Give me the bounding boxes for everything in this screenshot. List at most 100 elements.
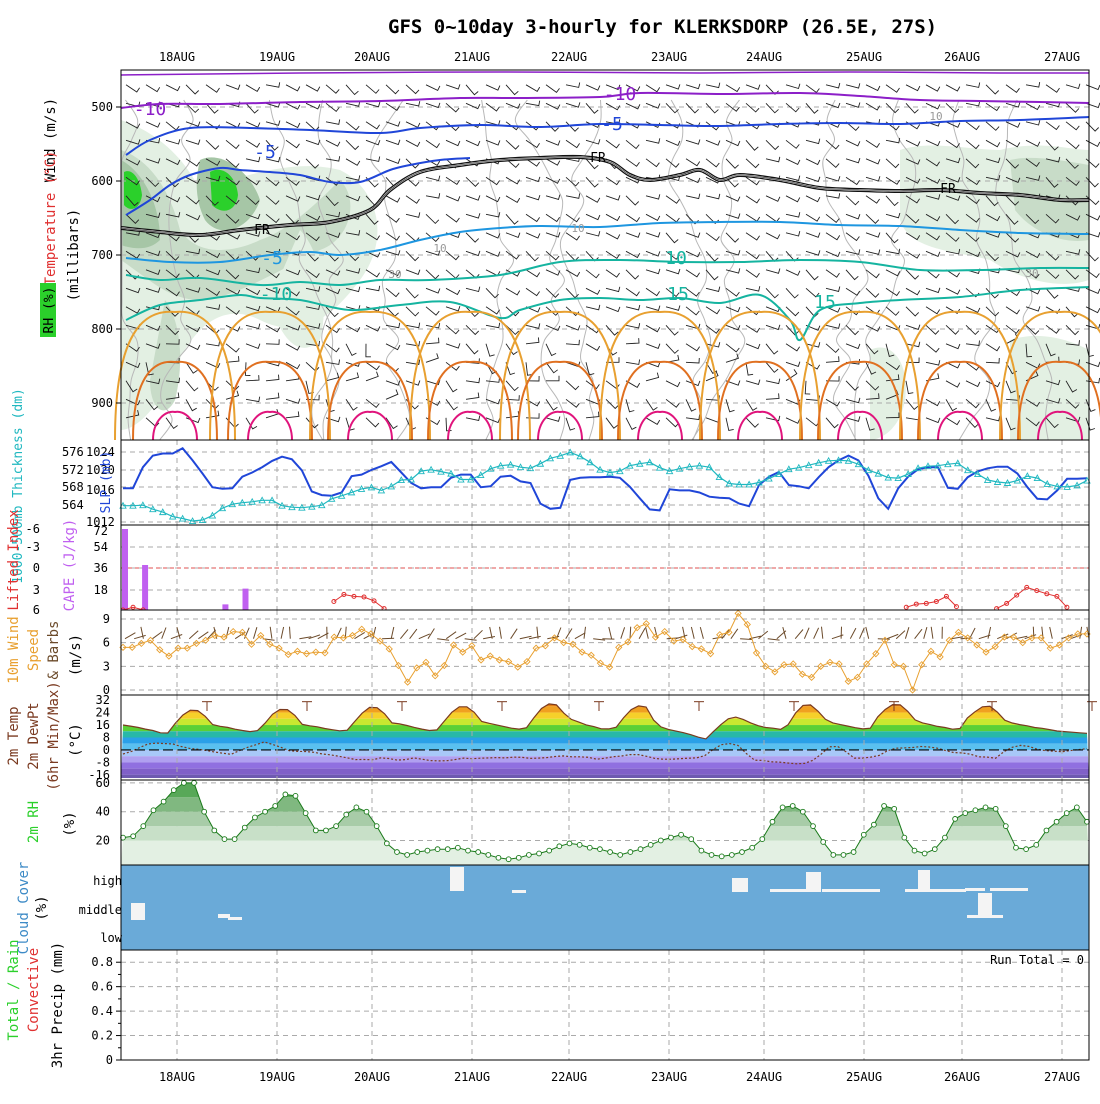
temp-band xyxy=(121,769,1089,775)
cape-bar xyxy=(122,529,128,610)
rh-marker xyxy=(232,837,237,842)
y-tick-label: 3 xyxy=(103,659,110,673)
date-label: 26AUG xyxy=(944,1070,980,1084)
rh-marker xyxy=(598,847,603,852)
date-label: 24AUG xyxy=(746,1070,782,1084)
date-label: 21AUG xyxy=(454,1070,490,1084)
date-label: 20AUG xyxy=(354,50,390,64)
rh-marker xyxy=(679,832,684,837)
y-tick-label: 600 xyxy=(91,174,113,188)
cape-tick: 54 xyxy=(94,540,108,554)
temp-band xyxy=(121,775,1089,778)
rh-marker xyxy=(872,822,877,827)
rh-marker xyxy=(384,841,389,846)
y-tick-label: 0.6 xyxy=(91,980,113,994)
cloud-block xyxy=(918,870,930,892)
rh-marker xyxy=(577,842,582,847)
rh-marker xyxy=(242,825,247,830)
cloud-block xyxy=(822,889,880,892)
rh-marker xyxy=(192,780,197,785)
y-tick-label: 800 xyxy=(91,322,113,336)
rh-marker xyxy=(740,850,745,855)
rh-marker xyxy=(212,828,217,833)
rh-marker xyxy=(608,850,613,855)
thickness-tick: 568 xyxy=(62,480,84,494)
y-label-millibars: (millibars) xyxy=(66,209,82,302)
rh-marker xyxy=(1034,842,1039,847)
contour-label: -5 xyxy=(254,142,276,163)
cloud-level-label: middle xyxy=(79,903,122,917)
y-label-rh: RH (%) xyxy=(42,287,57,334)
y-label-unit: (%) xyxy=(62,811,78,836)
contour-label: 10 xyxy=(929,110,942,123)
rh-marker xyxy=(405,853,410,858)
rh-marker xyxy=(861,832,866,837)
cloud-block xyxy=(131,903,145,920)
cape-tick: 72 xyxy=(94,524,108,538)
contour-label: 30 xyxy=(388,268,401,281)
rh-marker xyxy=(425,848,430,853)
rh-marker xyxy=(161,799,166,804)
rh-marker xyxy=(273,804,278,809)
contour-label: FR xyxy=(590,151,606,166)
date-label: 19AUG xyxy=(259,1070,295,1084)
rh-marker xyxy=(1014,845,1019,850)
y-label-2m-dewpt: 2m DewPt xyxy=(26,702,42,769)
cloud-block xyxy=(967,915,1003,918)
date-label: 22AUG xyxy=(551,50,587,64)
y-label-speed: Speed xyxy=(26,629,42,671)
cloud-block xyxy=(806,872,821,892)
rh-marker xyxy=(181,780,186,785)
cloud-level-label: high xyxy=(93,874,122,888)
y-tick-label: 20 xyxy=(96,834,110,848)
y-label-2m-rh: 2m RH xyxy=(26,801,42,843)
date-label: 23AUG xyxy=(651,1070,687,1084)
cloud-block xyxy=(228,917,242,920)
li-tick: -3 xyxy=(26,540,40,554)
rh-marker xyxy=(1003,824,1008,829)
y-label-10m-wind: 10m Wind xyxy=(6,616,22,683)
cloud-block xyxy=(512,890,526,893)
panel-bg xyxy=(121,610,1089,695)
cloud-level-label: low xyxy=(100,931,122,945)
contour-label: 15 xyxy=(667,284,689,305)
rh-marker xyxy=(354,805,359,810)
rh-marker xyxy=(983,805,988,810)
cape-bar xyxy=(142,565,148,610)
date-label: 24AUG xyxy=(746,50,782,64)
rh-marker xyxy=(263,809,268,814)
rh-marker xyxy=(912,848,917,853)
rh-marker xyxy=(435,847,440,852)
cloud-block xyxy=(990,888,1028,891)
temp-band xyxy=(121,750,1089,756)
y-tick-label: 9 xyxy=(103,612,110,626)
rh-marker xyxy=(963,811,968,816)
cloud-bg xyxy=(121,865,1089,950)
y-tick-label: 40 xyxy=(96,805,110,819)
contour-label: -5 xyxy=(261,248,283,269)
date-label: 21AUG xyxy=(454,50,490,64)
rh-marker xyxy=(709,853,714,858)
thickness-tick: 576 xyxy=(62,445,84,459)
rh-marker xyxy=(496,855,501,860)
cloud-block xyxy=(930,889,966,892)
rh-marker xyxy=(293,793,298,798)
li-tick: -6 xyxy=(26,522,40,536)
rh-marker xyxy=(780,805,785,810)
rh-marker xyxy=(466,848,471,853)
rh-marker xyxy=(922,851,927,856)
rh-marker xyxy=(374,824,379,829)
y-tick-label: 500 xyxy=(91,100,113,114)
temp-band xyxy=(121,762,1089,768)
panel-bg xyxy=(121,440,1089,525)
rh-marker xyxy=(932,847,937,852)
rh-marker xyxy=(253,815,258,820)
y-tick-label: 900 xyxy=(91,396,113,410)
rh-marker xyxy=(1064,811,1069,816)
date-label: 25AUG xyxy=(846,1070,882,1084)
rh-marker xyxy=(831,853,836,858)
y-label-slp: SLP (mb) xyxy=(99,451,114,514)
date-label: 20AUG xyxy=(354,1070,390,1084)
